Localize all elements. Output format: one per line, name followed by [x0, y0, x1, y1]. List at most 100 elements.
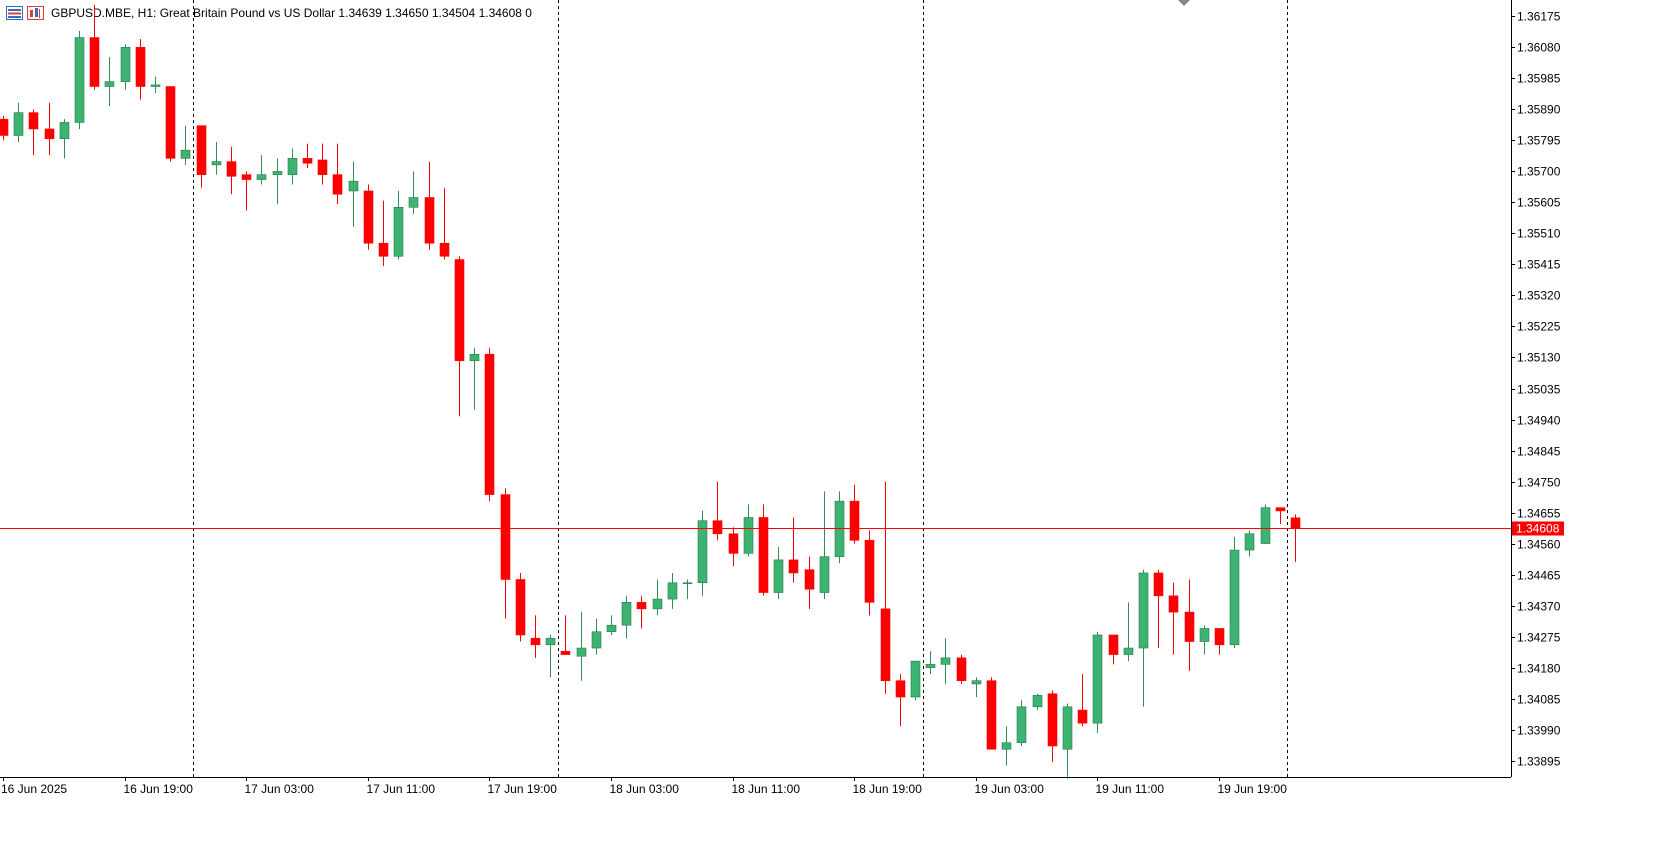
candle-body — [332, 174, 343, 195]
candle-body — [804, 569, 815, 590]
price-tick-label: 1.35035 — [1517, 383, 1561, 397]
current-price-label: 1.34608 — [1516, 522, 1560, 536]
candle-body — [956, 657, 967, 681]
candle-body — [515, 579, 526, 636]
candle-body — [226, 161, 237, 177]
candle-body — [469, 353, 480, 362]
candle-body — [135, 47, 146, 87]
candle-body — [363, 190, 374, 244]
time-tick-label: 17 Jun 11:00 — [367, 782, 436, 796]
time-tick-label: 16 Jun 2025 — [1, 782, 67, 796]
candle-body — [576, 647, 587, 657]
price-tick-label: 1.34085 — [1517, 693, 1561, 707]
current-price-box — [1512, 521, 1564, 536]
candle-body — [940, 657, 951, 665]
chart-title: GBPUSD.MBE, H1: Great Britain Pound vs U… — [51, 6, 532, 20]
candle-body — [439, 242, 450, 257]
candle-body — [864, 540, 875, 603]
price-tick-label: 1.34845 — [1517, 445, 1561, 459]
price-tick-label: 1.34560 — [1517, 538, 1561, 552]
candle-body — [211, 161, 222, 166]
candle-body — [925, 664, 936, 668]
indicators-icon[interactable] — [27, 6, 44, 20]
candle-body — [196, 125, 207, 175]
candle-body — [302, 158, 313, 164]
candle-body — [104, 81, 115, 87]
price-tick-label: 1.33990 — [1517, 724, 1561, 738]
candle-body — [880, 608, 891, 681]
candle-body — [697, 520, 708, 584]
candle-body — [408, 197, 419, 208]
price-tick-label: 1.33895 — [1517, 755, 1561, 769]
chart-window-icon[interactable] — [6, 6, 23, 20]
candle-body — [1047, 693, 1058, 747]
chart-header: GBPUSD.MBE, H1: Great Britain Pound vs U… — [6, 3, 532, 23]
candle-body — [606, 624, 617, 633]
candle-body — [1077, 709, 1088, 724]
price-tick-label: 1.36080 — [1517, 41, 1561, 55]
price-tick-label: 1.35130 — [1517, 351, 1561, 365]
candle-body — [773, 559, 784, 593]
candle-body — [241, 174, 252, 180]
candle-body — [484, 353, 495, 495]
price-tick-label: 1.34655 — [1517, 507, 1561, 521]
time-tick-label: 18 Jun 11:00 — [732, 782, 801, 796]
price-tick-label: 1.34750 — [1517, 476, 1561, 490]
candle-body — [454, 259, 465, 362]
candle-body — [1290, 517, 1301, 529]
price-tick-label: 1.35510 — [1517, 227, 1561, 241]
candle-body — [74, 37, 85, 123]
time-tick-label: 16 Jun 19:00 — [124, 782, 194, 796]
candle-body — [910, 660, 921, 698]
candle-body — [272, 171, 283, 175]
candle-body — [895, 680, 906, 698]
candle-body — [0, 118, 9, 136]
price-tick-label: 1.35985 — [1517, 72, 1561, 86]
candle-body — [743, 517, 754, 554]
price-tick-label: 1.35225 — [1517, 320, 1561, 334]
candle-body — [1016, 706, 1027, 744]
candle-body — [636, 602, 647, 610]
time-tick-label: 18 Jun 19:00 — [853, 782, 923, 796]
candle-body — [986, 680, 997, 750]
candle-body — [758, 517, 769, 593]
candle-body — [150, 84, 161, 87]
candle-body — [1092, 634, 1103, 724]
candle-body — [1214, 628, 1225, 646]
candle-body — [28, 112, 39, 130]
candle-body — [652, 598, 663, 610]
candle-body — [500, 494, 511, 580]
candle-body — [317, 159, 328, 175]
candle-body — [1108, 634, 1119, 655]
candle-body — [1153, 572, 1164, 597]
candle-body — [530, 637, 541, 646]
candle-body — [393, 207, 404, 257]
candle-body — [1062, 706, 1073, 750]
price-tick-label: 1.34940 — [1517, 414, 1561, 428]
chart-shift-marker[interactable] — [1178, 0, 1190, 6]
candle-body — [849, 500, 860, 541]
candle-body — [348, 180, 359, 192]
candle-body — [682, 582, 693, 585]
time-tick-label: 18 Jun 03:00 — [610, 782, 680, 796]
candle-body — [287, 158, 298, 175]
candle-body — [256, 174, 267, 180]
candle-body — [591, 631, 602, 649]
candle-body — [1199, 628, 1210, 642]
price-tick-label: 1.34465 — [1517, 569, 1561, 583]
candle-body — [180, 149, 191, 159]
price-tick-label: 1.35415 — [1517, 258, 1561, 272]
candle-body — [1229, 549, 1240, 646]
candle-body — [13, 112, 24, 136]
candle-body — [1184, 611, 1195, 642]
candle-body — [1168, 595, 1179, 613]
candle-body — [621, 602, 632, 626]
candle-body — [728, 533, 739, 554]
candle-body — [788, 559, 799, 574]
time-tick-label: 17 Jun 03:00 — [245, 782, 315, 796]
candle-body — [560, 651, 571, 655]
price-tick-label: 1.36175 — [1517, 10, 1561, 24]
time-tick-label: 19 Jun 11:00 — [1096, 782, 1165, 796]
price-tick-label: 1.34370 — [1517, 600, 1561, 614]
